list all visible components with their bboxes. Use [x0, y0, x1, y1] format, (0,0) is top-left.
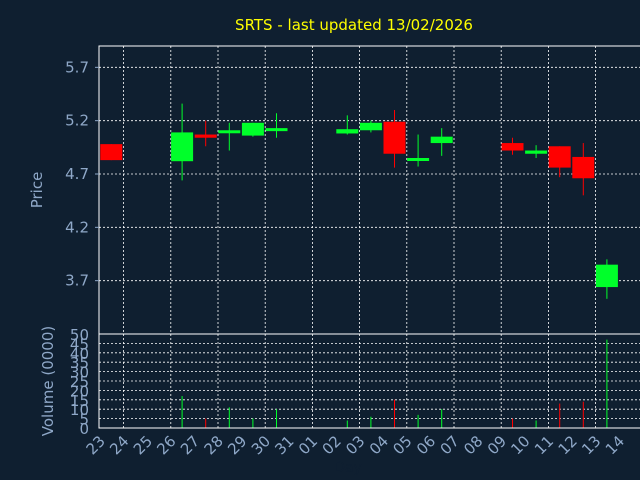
candle-06 [430, 128, 453, 156]
candle-12 [572, 143, 595, 196]
x-tick-label: 08 [460, 432, 486, 458]
x-tick-label: 12 [555, 432, 581, 458]
x-tick-label: 09 [484, 432, 510, 458]
volume-tick-label: 5 [79, 411, 89, 429]
candle-body [241, 122, 264, 136]
candle-04 [383, 110, 406, 168]
volume-grid [99, 333, 640, 429]
chart-title: SRTS - last updated 13/02/2026 [235, 16, 473, 34]
price-axis-label: Price [28, 172, 46, 209]
candle-body [572, 156, 595, 179]
x-tick-label: 27 [177, 432, 203, 458]
price-panel-frame [98, 45, 640, 335]
x-tick-label: 30 [248, 432, 274, 458]
candle-body [336, 129, 359, 134]
candle-26 [171, 103, 194, 181]
candle-body [407, 158, 430, 161]
candle-body [525, 150, 548, 154]
candle-body [359, 122, 382, 131]
volume-axis-label: Volume (0000) [39, 326, 57, 436]
x-tick-label: 11 [531, 432, 557, 458]
x-tick-label: 29 [224, 432, 250, 458]
candle-body [548, 146, 571, 168]
candle-body [194, 134, 217, 138]
price-tick-label: 5.7 [65, 58, 89, 76]
x-tick-label: 03 [342, 432, 368, 458]
candle-body [595, 264, 618, 288]
price-tick-label: 4.7 [65, 165, 89, 183]
candle-body [171, 132, 194, 162]
candle-30 [265, 113, 288, 138]
candle-23 [100, 144, 123, 161]
price-tick-label: 4.2 [65, 218, 89, 236]
candle-29 [241, 122, 264, 137]
x-tick-label: 04 [366, 432, 392, 458]
x-axis: 2324252627282930310102030405060708091011… [83, 432, 628, 458]
price-grid [99, 46, 640, 334]
candle-11 [548, 146, 571, 178]
volume-tick-label: 40 [70, 345, 89, 363]
volume-panel-frame [98, 333, 640, 429]
x-tick-label: 26 [153, 432, 179, 458]
candle-28 [218, 122, 241, 151]
price-axis: 5.7 5.2 4.7 4.2 3.7 [65, 58, 99, 290]
x-tick-label: 13 [578, 432, 604, 458]
volume-tick-label: 20 [70, 382, 89, 400]
x-tick-label: 25 [130, 432, 156, 458]
volume-tick-label: 45 [70, 335, 89, 353]
volume-tick-label: 0 [79, 420, 89, 438]
x-tick-label: 28 [201, 432, 227, 458]
candle-body [501, 143, 524, 151]
candle-03 [359, 120, 382, 133]
volume-tick-label: 10 [70, 401, 89, 419]
x-tick-label: 06 [413, 432, 439, 458]
candle-05 [407, 134, 430, 167]
volume-tick-label: 35 [70, 354, 89, 372]
x-axis-label: Day [334, 460, 362, 476]
volume-tick-label: 15 [70, 392, 89, 410]
volume-tick-label: 30 [70, 364, 89, 382]
x-tick-label: 31 [271, 432, 297, 458]
x-tick-label: 01 [295, 432, 321, 458]
price-tick-label: 3.7 [65, 272, 89, 290]
candle-09 [501, 137, 524, 155]
candles [100, 103, 618, 299]
x-tick-label: 05 [389, 432, 415, 458]
volume-tick-label: 25 [70, 373, 89, 391]
candle-27 [194, 120, 217, 147]
candle-02 [336, 115, 359, 135]
x-tick-label: 10 [507, 432, 533, 458]
candle-body [430, 136, 453, 144]
price-tick-label: 5.2 [65, 112, 89, 130]
volume-tick-label: 50 [70, 326, 89, 344]
candle-body [383, 121, 406, 154]
x-tick-label: 02 [319, 432, 345, 458]
x-tick-label: 14 [602, 432, 628, 458]
x-tick-label: 24 [106, 432, 132, 458]
candle-body [265, 128, 288, 132]
candle-body [218, 130, 241, 134]
x-tick-label: 07 [437, 432, 463, 458]
candle-10 [525, 145, 548, 158]
candle-body [100, 144, 123, 161]
volume-bars [181, 339, 608, 428]
candle-13 [595, 259, 618, 299]
